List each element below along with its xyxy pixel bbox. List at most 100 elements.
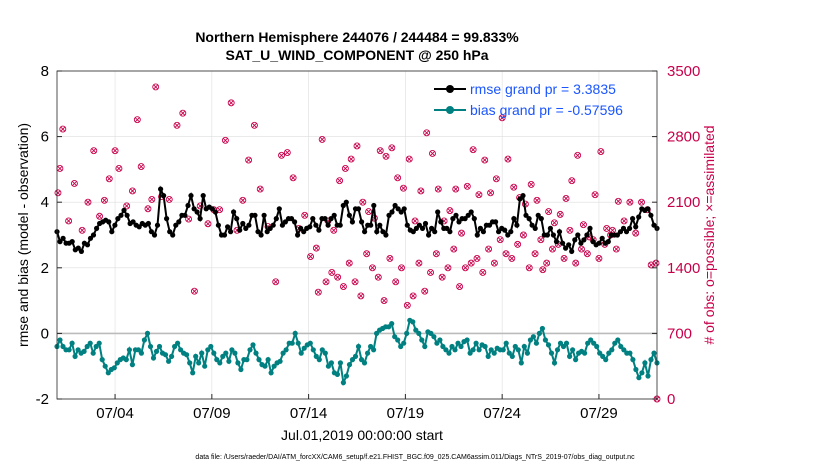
- obs-count-possible: [190, 287, 198, 295]
- obs-count-assimilated: [435, 186, 441, 192]
- series-point-rmse: [432, 229, 438, 235]
- series-point-bias: [126, 347, 132, 353]
- series-point-bias: [250, 342, 256, 348]
- series-point-rmse: [468, 209, 474, 215]
- series-point-rmse: [377, 222, 383, 228]
- obs-count-possible: [307, 253, 314, 261]
- obs-count-possible: [353, 142, 361, 150]
- obs-count-assimilated: [377, 148, 383, 154]
- x-tick-label: 07/24: [483, 405, 521, 422]
- obs-count-assimilated: [551, 220, 557, 226]
- series-point-rmse: [240, 220, 246, 227]
- series-point-rmse: [182, 212, 188, 218]
- series-point-bias: [114, 360, 120, 366]
- obs-count-assimilated: [354, 143, 360, 149]
- series-point-rmse: [124, 212, 130, 218]
- obs-count-assimilated: [393, 279, 399, 285]
- series-point-rmse: [553, 239, 560, 245]
- obs-count-assimilated: [71, 180, 77, 186]
- obs-count-assimilated: [578, 246, 585, 252]
- obs-count-assimilated: [251, 122, 257, 128]
- obs-count-possible: [568, 177, 576, 185]
- obs-count-assimilated: [638, 199, 645, 205]
- series-point-bias: [75, 347, 81, 353]
- series-point-bias: [87, 340, 93, 346]
- series-point-rmse: [78, 248, 84, 254]
- series-point-rmse: [386, 212, 392, 218]
- series-point-bias: [298, 350, 304, 356]
- series-point-bias: [413, 327, 419, 333]
- series-point-rmse: [505, 232, 511, 238]
- series-point-bias: [548, 350, 555, 356]
- obs-count-assimilated: [592, 192, 598, 198]
- series-point-rmse: [633, 224, 639, 230]
- series-point-bias: [591, 340, 597, 346]
- series-point-bias: [518, 360, 524, 366]
- series-point-rmse: [346, 212, 352, 218]
- series-point-rmse: [535, 212, 541, 218]
- series-point-bias: [365, 350, 371, 356]
- obs-count-assimilated: [369, 265, 376, 271]
- series-point-rmse: [209, 206, 215, 212]
- obs-count-assimilated: [453, 186, 459, 192]
- series-point-rmse: [322, 216, 328, 222]
- y2-tick-label: 700: [667, 325, 692, 342]
- series-point-rmse: [471, 216, 477, 222]
- series-point-bias: [337, 360, 343, 366]
- obs-count-possible: [374, 273, 382, 281]
- series-point-bias: [398, 343, 404, 350]
- obs-count-assimilated: [491, 260, 497, 266]
- series-point-rmse: [599, 235, 605, 241]
- obs-count-assimilated: [387, 255, 393, 261]
- series-point-bias: [597, 350, 603, 356]
- series-point-bias: [172, 343, 178, 350]
- series-point-bias: [416, 330, 422, 336]
- obs-count-assimilated: [101, 197, 107, 203]
- series-point-bias: [319, 347, 325, 353]
- obs-count-possible: [185, 215, 193, 223]
- series-point-bias: [633, 366, 639, 373]
- series-point-rmse: [477, 225, 483, 231]
- obs-count-possible: [409, 292, 417, 300]
- obs-count-possible: [345, 259, 353, 267]
- series-point-bias: [105, 370, 111, 376]
- obs-count-possible: [382, 152, 390, 160]
- obs-count-possible: [556, 210, 564, 218]
- obs-count-possible: [245, 156, 253, 164]
- series-point-rmse: [279, 222, 285, 228]
- series-layer: [54, 185, 660, 387]
- series-point-bias: [374, 330, 380, 336]
- series-point-bias: [392, 334, 398, 340]
- obs-count-possible: [227, 99, 235, 107]
- obs-count-assimilated: [464, 183, 470, 189]
- obs-count-possible: [481, 156, 489, 164]
- obs-count-possible: [434, 185, 442, 193]
- series-point-rmse: [523, 212, 529, 218]
- obs-count-assimilated: [575, 152, 581, 158]
- y2-tick-label: 0: [667, 391, 675, 408]
- obs-count-assimilated: [428, 269, 434, 276]
- obs-count-possible: [144, 205, 152, 213]
- obs-count-possible: [54, 189, 62, 197]
- series-point-bias: [573, 357, 579, 363]
- series-point-rmse: [465, 212, 471, 218]
- series-point-bias: [582, 350, 588, 356]
- series-point-bias: [93, 343, 99, 350]
- obs-count-possible: [78, 226, 86, 234]
- obs-count-possible: [626, 198, 634, 206]
- series-point-rmse: [176, 219, 182, 225]
- obs-count-possible: [531, 250, 539, 258]
- obs-count-possible: [376, 147, 384, 155]
- series-point-rmse: [368, 222, 374, 228]
- obs-count-possible: [463, 182, 471, 190]
- series-point-rmse: [106, 219, 112, 225]
- obs-count-possible: [278, 151, 285, 159]
- obs-count-possible: [446, 207, 454, 215]
- series-point-bias: [410, 319, 416, 325]
- obs-count-possible: [452, 185, 460, 193]
- series-point-rmse: [316, 227, 322, 233]
- obs-count-assimilated: [416, 260, 422, 266]
- series-point-bias: [217, 360, 223, 366]
- series-point-bias: [202, 363, 208, 369]
- x-tick-label: 07/29: [580, 405, 618, 422]
